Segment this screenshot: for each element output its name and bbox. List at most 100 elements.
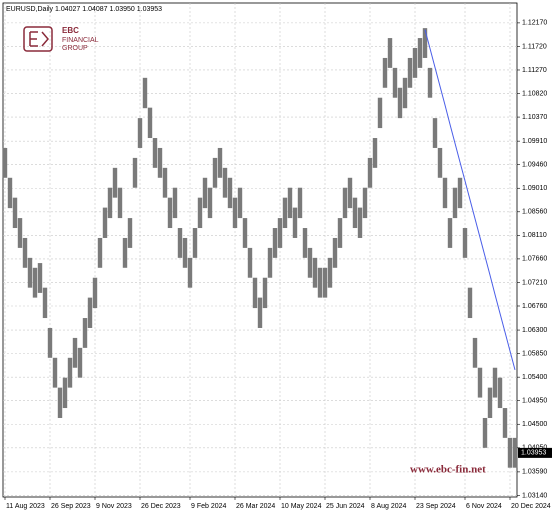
price-bar	[232, 197, 238, 229]
y-tick-label: 1.05850	[522, 350, 547, 357]
price-bar	[197, 197, 203, 229]
price-bar	[272, 228, 278, 258]
price-bar	[282, 197, 288, 229]
price-bar	[17, 218, 23, 248]
price-bar	[32, 267, 38, 298]
price-bar	[442, 177, 448, 209]
price-bar	[237, 187, 243, 219]
price-bar	[122, 237, 128, 268]
y-tick-label: 1.09910	[522, 138, 547, 145]
y-tick-label: 1.06760	[522, 303, 547, 310]
price-bar	[457, 177, 463, 209]
y-tick-label: 1.09460	[522, 162, 547, 169]
price-bar	[252, 277, 258, 309]
y-tick-label: 1.03140	[522, 492, 547, 499]
logo-icon	[23, 26, 53, 52]
price-bar	[77, 347, 83, 378]
y-tick-label: 1.08110	[522, 232, 547, 239]
price-bar	[207, 187, 213, 219]
price-bar	[72, 337, 78, 368]
y-tick-label: 1.08560	[522, 209, 547, 216]
y-tick-label: 1.07210	[522, 279, 547, 286]
price-bar	[322, 267, 328, 298]
price-bar	[462, 228, 468, 258]
price-bar	[467, 287, 473, 319]
price-bar	[437, 147, 443, 178]
price-bar	[492, 367, 498, 398]
x-tick-label: 10 May 2024	[281, 503, 322, 510]
price-bar	[477, 367, 483, 398]
price-bar	[402, 77, 408, 109]
price-bar	[287, 187, 293, 219]
x-tick-label: 26 Sep 2023	[51, 503, 91, 510]
price-bar	[132, 157, 138, 188]
price-bar	[127, 218, 133, 248]
y-tick-label: 1.10820	[522, 90, 547, 97]
price-bar	[27, 257, 33, 288]
price-bar	[512, 437, 518, 468]
price-bar	[257, 297, 263, 328]
price-bar	[177, 228, 183, 258]
price-bar	[277, 218, 283, 248]
price-bar	[212, 157, 218, 188]
price-bar	[172, 187, 178, 219]
price-bar	[202, 177, 208, 209]
price-bar	[222, 167, 228, 198]
x-tick-label: 9 Feb 2024	[191, 503, 227, 510]
price-bar	[367, 157, 373, 188]
price-bar	[37, 263, 43, 293]
price-bar	[307, 247, 313, 278]
price-bar	[152, 138, 158, 168]
price-bar	[422, 28, 428, 58]
price-bar	[52, 357, 58, 388]
price-bar	[342, 187, 348, 219]
price-bar	[82, 318, 88, 348]
price-bar	[67, 357, 73, 388]
price-bar	[102, 207, 108, 238]
price-bar	[157, 147, 163, 178]
price-bar	[337, 218, 343, 248]
price-bar	[247, 247, 253, 278]
y-tick-label: 1.11270	[522, 67, 547, 74]
price-bar	[292, 207, 298, 238]
price-bar	[242, 218, 248, 248]
x-tick-label: 8 Aug 2024	[371, 503, 407, 510]
price-bar	[392, 67, 398, 98]
price-bar	[382, 57, 388, 88]
price-bar	[142, 77, 148, 109]
price-bar	[302, 228, 308, 258]
y-tick-label: 1.03590	[522, 469, 547, 476]
price-bar	[487, 387, 493, 418]
watermark: www.ebc-fin.net	[410, 464, 486, 476]
y-tick-label: 1.04950	[522, 398, 547, 405]
logo: EBC FINANCIAL GROUP	[23, 26, 99, 52]
y-tick-label: 1.10370	[522, 114, 547, 121]
price-bar	[7, 177, 13, 209]
price-bar	[22, 237, 28, 268]
logo-line: GROUP	[62, 45, 88, 52]
price-bar	[227, 177, 233, 209]
price-bar	[372, 138, 378, 168]
x-tick-label: 25 Jun 2024	[326, 503, 365, 510]
price-bar	[2, 147, 8, 178]
price-bar	[352, 197, 358, 229]
plot-frame	[2, 2, 518, 498]
chart-title: EURUSD,Daily 1.04027 1.04087 1.03950 1.0…	[6, 6, 162, 13]
price-bar	[347, 177, 353, 209]
price-bar	[182, 237, 188, 268]
price-bar	[362, 187, 368, 219]
price-bar	[357, 207, 363, 238]
price-bar	[112, 167, 118, 198]
price-bar	[387, 38, 393, 68]
price-bar	[62, 377, 68, 409]
x-tick-label: 11 Aug 2023	[6, 503, 45, 510]
y-tick-label: 1.12170	[522, 20, 547, 27]
price-bar	[502, 408, 508, 438]
y-tick-label: 1.07660	[522, 256, 547, 263]
price-bar	[332, 237, 338, 268]
price-bar	[312, 257, 318, 288]
price-bar	[327, 257, 333, 288]
price-bar	[447, 218, 453, 248]
x-tick-label: 26 Dec 2023	[141, 503, 181, 510]
